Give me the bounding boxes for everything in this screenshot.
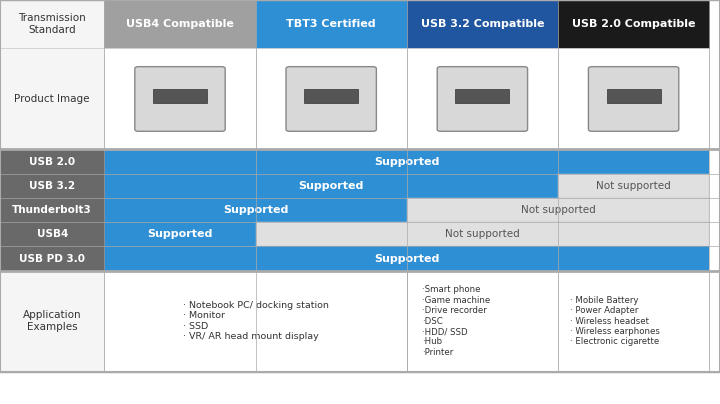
Bar (407, 48, 558, 149)
Bar (407, 271, 558, 372)
Bar (455, 89, 510, 103)
Bar (104, 198, 407, 222)
Bar (0, 149, 104, 174)
Bar (0, 222, 104, 246)
Text: Application
Examples: Application Examples (23, 310, 81, 332)
Bar (0, 271, 104, 372)
Text: Not supported: Not supported (445, 229, 520, 239)
Text: · Notebook PC/ docking station
· Monitor
· SSD
· VR/ AR head mount display: · Notebook PC/ docking station · Monitor… (183, 301, 328, 341)
Bar (104, 222, 256, 246)
Text: ·Smart phone
·Game machine
·Drive recorder
·DSC
·HDD/ SSD
·Hub
·Printer: ·Smart phone ·Game machine ·Drive record… (422, 286, 490, 357)
Text: · Mobile Battery
· Power Adapter
· Wireless headset
· Wireless earphones
· Elect: · Mobile Battery · Power Adapter · Wirel… (570, 296, 660, 347)
Bar (104, 246, 709, 271)
Bar (153, 89, 207, 103)
Text: Supported: Supported (223, 205, 288, 215)
Text: Product Image: Product Image (14, 94, 90, 104)
Bar (104, 48, 256, 149)
Text: USB4 Compatible: USB4 Compatible (126, 19, 234, 29)
Text: USB 2.0: USB 2.0 (29, 157, 76, 166)
Bar (104, 174, 558, 198)
Bar (104, 0, 256, 48)
Text: Supported: Supported (374, 254, 439, 263)
Bar (407, 0, 558, 48)
Text: Supported: Supported (299, 181, 364, 191)
Bar (558, 0, 709, 48)
FancyBboxPatch shape (437, 67, 528, 131)
Text: USB 2.0 Compatible: USB 2.0 Compatible (572, 19, 696, 29)
Bar (558, 271, 709, 372)
Text: Not supported: Not supported (596, 181, 671, 191)
Text: Not supported: Not supported (521, 205, 595, 215)
Bar (256, 0, 407, 48)
Text: Supported: Supported (148, 229, 212, 239)
Bar (104, 271, 407, 372)
Text: TBT3 Certified: TBT3 Certified (287, 19, 376, 29)
Bar (606, 89, 661, 103)
Bar (0, 246, 104, 271)
Bar (304, 89, 359, 103)
Bar (558, 48, 709, 149)
Bar (407, 198, 709, 222)
Bar (256, 48, 407, 149)
Text: USB4: USB4 (37, 229, 68, 239)
Text: USB 3.2 Compatible: USB 3.2 Compatible (420, 19, 544, 29)
Bar (0, 48, 104, 149)
Bar (0, 174, 104, 198)
Bar (256, 222, 709, 246)
Text: USB PD 3.0: USB PD 3.0 (19, 254, 85, 263)
FancyBboxPatch shape (286, 67, 377, 131)
FancyBboxPatch shape (588, 67, 679, 131)
Bar (558, 174, 709, 198)
Bar (0, 198, 104, 222)
Text: USB 3.2: USB 3.2 (29, 181, 76, 191)
Bar (0, 0, 104, 48)
Bar (104, 149, 709, 174)
FancyBboxPatch shape (135, 67, 225, 131)
Text: Transmission
Standard: Transmission Standard (18, 13, 86, 35)
Text: Thunderbolt3: Thunderbolt3 (12, 205, 92, 215)
Text: Supported: Supported (374, 157, 439, 166)
